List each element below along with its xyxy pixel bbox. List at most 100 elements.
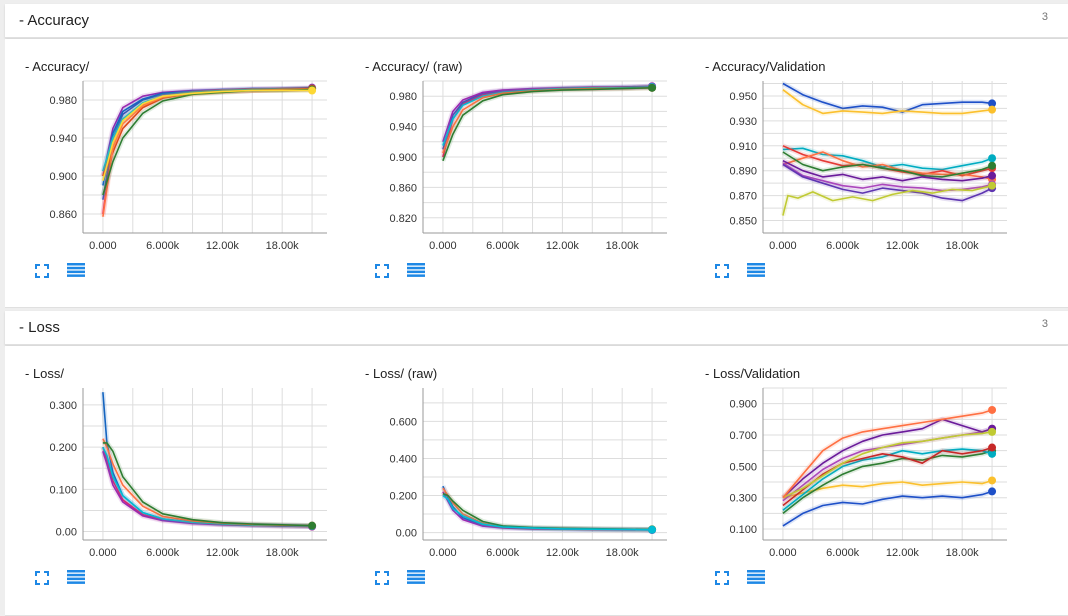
data-table-glyph — [67, 263, 85, 277]
y-tick-label: 0.300 — [49, 400, 77, 412]
x-tick-label: 12.00k — [206, 547, 240, 559]
y-tick-label: 0.940 — [49, 133, 77, 145]
fullscreen-glyph — [35, 571, 49, 585]
y-tick-label: 0.700 — [729, 430, 757, 442]
section-header-loss[interactable]: - Loss 3 — [5, 311, 1068, 345]
series-line — [782, 409, 993, 499]
x-tick-label: 0.000 — [89, 240, 117, 252]
section-header-accuracy[interactable]: - Accuracy 3 — [5, 4, 1068, 38]
data-table-icon[interactable] — [67, 570, 85, 584]
fullscreen-icon[interactable] — [715, 264, 729, 278]
series-line — [102, 86, 313, 177]
x-tick-label: 18.00k — [606, 547, 640, 559]
series-line — [782, 151, 993, 181]
data-table-icon[interactable] — [407, 570, 425, 584]
data-table-glyph — [67, 570, 85, 584]
chart-card: - Accuracy/ 0.980 0.940 0.900 0.860 0.000 6.0… — [25, 59, 345, 289]
y-tick-label: 0.100 — [729, 524, 757, 536]
chart-title: - Loss/ (raw) — [365, 366, 438, 381]
fullscreen-icon[interactable] — [375, 571, 389, 585]
x-tick-label: 0.000 — [429, 240, 457, 252]
series-end-point — [988, 161, 997, 170]
chart-plot[interactable]: 0.950 0.930 0.910 0.890 0.870 0.850 0.000 6.000… — [705, 75, 1015, 255]
series-raw-line — [440, 83, 653, 143]
y-tick-label: 0.850 — [729, 216, 757, 228]
series-line — [782, 163, 993, 202]
chart-plot[interactable]: 0.980 0.940 0.900 0.860 0.000 6.000k 12.00k 18.… — [25, 75, 335, 255]
x-tick-label: 12.00k — [886, 547, 920, 559]
x-tick-label: 0.000 — [769, 547, 797, 559]
x-tick-label: 0.000 — [429, 547, 457, 559]
series-line — [782, 490, 993, 527]
y-tick-label: 0.900 — [389, 152, 417, 164]
chart-plot[interactable]: 0.300 0.200 0.100 0.00 0.000 6.000k 12.00k 18.0… — [25, 382, 335, 562]
y-tick-label: 0.00 — [396, 528, 417, 540]
fullscreen-glyph — [715, 571, 729, 585]
fullscreen-icon[interactable] — [715, 571, 729, 585]
y-tick-label: 0.200 — [389, 491, 417, 503]
chart-plot[interactable]: 0.600 0.400 0.200 0.00 0.000 6.000k 12.00k 18.0… — [365, 382, 675, 562]
fullscreen-glyph — [375, 571, 389, 585]
series-raw-line — [440, 490, 653, 533]
data-table-icon[interactable] — [407, 263, 425, 277]
y-tick-label: 0.930 — [729, 116, 757, 128]
x-tick-label: 6.000k — [486, 240, 520, 252]
series-line — [102, 446, 313, 527]
series-line — [782, 82, 993, 113]
section-count: 3 — [1041, 318, 1048, 330]
chart-title: - Accuracy/ — [25, 59, 90, 74]
section-title: - Loss — [19, 319, 60, 336]
y-tick-label: 0.200 — [49, 442, 77, 454]
y-tick-label: 0.860 — [389, 182, 417, 194]
chart-title: - Loss/Validation — [705, 366, 801, 381]
series-end-point — [988, 105, 997, 114]
x-tick-label: 18.00k — [606, 240, 640, 252]
x-tick-label: 12.00k — [546, 547, 580, 559]
fullscreen-icon[interactable] — [375, 264, 389, 278]
data-table-icon[interactable] — [67, 263, 85, 277]
data-table-glyph — [407, 570, 425, 584]
series-end-point — [988, 476, 997, 485]
chart-card: - Loss/Validation 0.900 0.700 0.500 0.300 0.… — [705, 366, 1025, 596]
series-end-point — [988, 154, 997, 163]
x-tick-label: 18.00k — [266, 547, 300, 559]
x-tick-label: 6.000k — [826, 240, 860, 252]
data-table-icon[interactable] — [747, 263, 765, 277]
chart-title: - Loss/ — [25, 366, 65, 381]
series-end-point — [308, 521, 317, 530]
series-end-point — [988, 181, 997, 190]
series-line — [442, 87, 653, 162]
data-table-icon[interactable] — [747, 570, 765, 584]
series-line — [782, 449, 993, 515]
series-end-point — [988, 405, 997, 414]
chart-card: - Accuracy/ (raw) 0.980 0.940 0.900 0.860 0.… — [365, 59, 685, 289]
chart-plot[interactable]: 0.980 0.940 0.900 0.860 0.820 0.000 6.000k 12.0… — [365, 75, 675, 255]
series-line — [782, 162, 993, 192]
y-tick-label: 0.910 — [729, 141, 757, 153]
data-table-glyph — [747, 263, 765, 277]
series-end-point — [308, 86, 317, 95]
x-tick-label: 18.00k — [946, 240, 980, 252]
x-tick-label: 6.000k — [146, 240, 180, 252]
x-tick-label: 12.00k — [886, 240, 920, 252]
y-tick-label: 0.940 — [389, 122, 417, 134]
series-end-point — [988, 449, 997, 458]
series-line — [782, 431, 993, 499]
chart-title: - Accuracy/Validation — [705, 59, 826, 74]
x-tick-label: 6.000k — [486, 547, 520, 559]
chart-card: - Loss/ (raw) 0.600 0.400 0.200 0.00 0.000 6.… — [365, 366, 685, 596]
fullscreen-icon[interactable] — [35, 571, 49, 585]
chart-card: - Loss/ 0.300 0.200 0.100 0.00 0.000 6.000k 12… — [25, 366, 345, 596]
fullscreen-icon[interactable] — [35, 264, 49, 278]
chart-plot[interactable]: 0.900 0.700 0.500 0.300 0.100 0.000 6.000k 12.0… — [705, 382, 1015, 562]
series-line — [782, 184, 993, 216]
series-end-point — [988, 171, 997, 180]
x-tick-label: 12.00k — [206, 240, 240, 252]
y-tick-label: 0.980 — [49, 95, 77, 107]
x-tick-label: 12.00k — [546, 240, 580, 252]
series-line — [782, 89, 993, 115]
section-count: 3 — [1041, 11, 1048, 23]
y-tick-label: 0.870 — [729, 191, 757, 203]
x-tick-label: 18.00k — [946, 547, 980, 559]
x-tick-label: 0.000 — [769, 240, 797, 252]
